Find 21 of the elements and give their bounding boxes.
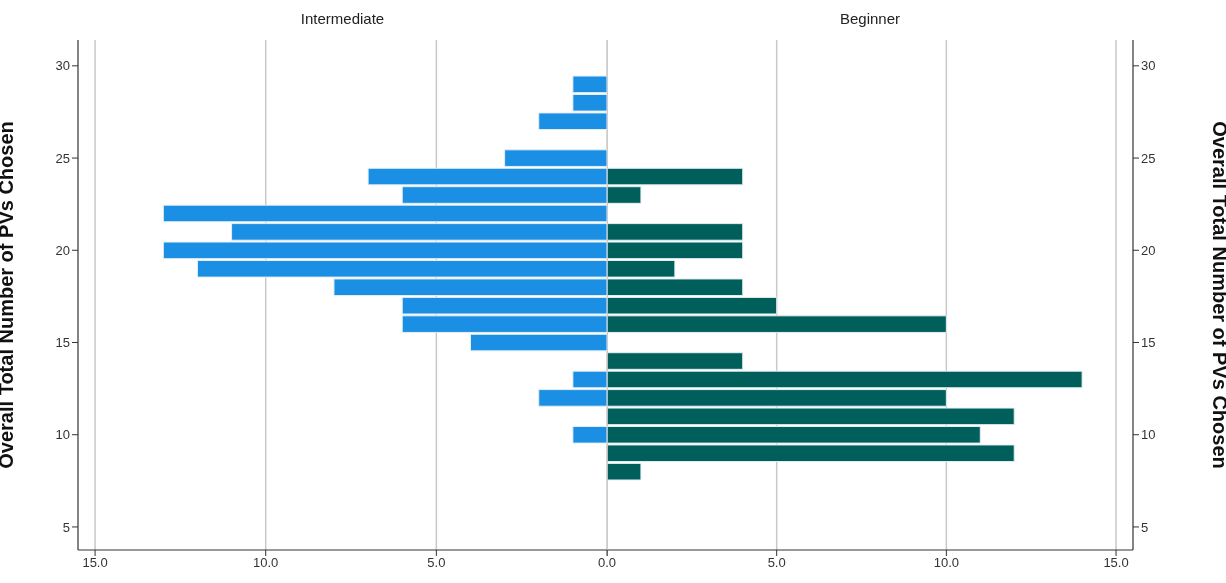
x-tick-label: 10.0 bbox=[253, 555, 279, 571]
x-tick-label: 0.0 bbox=[597, 555, 617, 571]
y-tick-label: 15 bbox=[1141, 335, 1156, 351]
y-tick-label: 20 bbox=[55, 242, 70, 258]
y-tick-label: 20 bbox=[1141, 242, 1156, 258]
y-tick-label: 10 bbox=[1141, 427, 1156, 443]
y-tick-label: 30 bbox=[55, 58, 70, 74]
x-tick-label: 10.0 bbox=[933, 555, 960, 571]
x-tick-label: 5.0 bbox=[427, 555, 446, 571]
y-tick-label: 15 bbox=[55, 335, 70, 351]
x-tick-label: 15.0 bbox=[82, 555, 108, 571]
y-tick-label: 5 bbox=[62, 519, 70, 535]
y-tick-label: 30 bbox=[1141, 58, 1156, 74]
y-tick-label: 5 bbox=[1141, 519, 1149, 535]
y-tick-label: 25 bbox=[55, 150, 70, 166]
chart-title: Intermediate bbox=[299, 10, 386, 27]
x-tick-label: 5.0 bbox=[767, 555, 786, 571]
y-tick-label: 10 bbox=[55, 427, 70, 443]
chart-title: Beginner bbox=[838, 10, 901, 27]
x-tick-label: 15.0 bbox=[1103, 555, 1129, 571]
y-tick-label: 25 bbox=[1141, 150, 1156, 166]
